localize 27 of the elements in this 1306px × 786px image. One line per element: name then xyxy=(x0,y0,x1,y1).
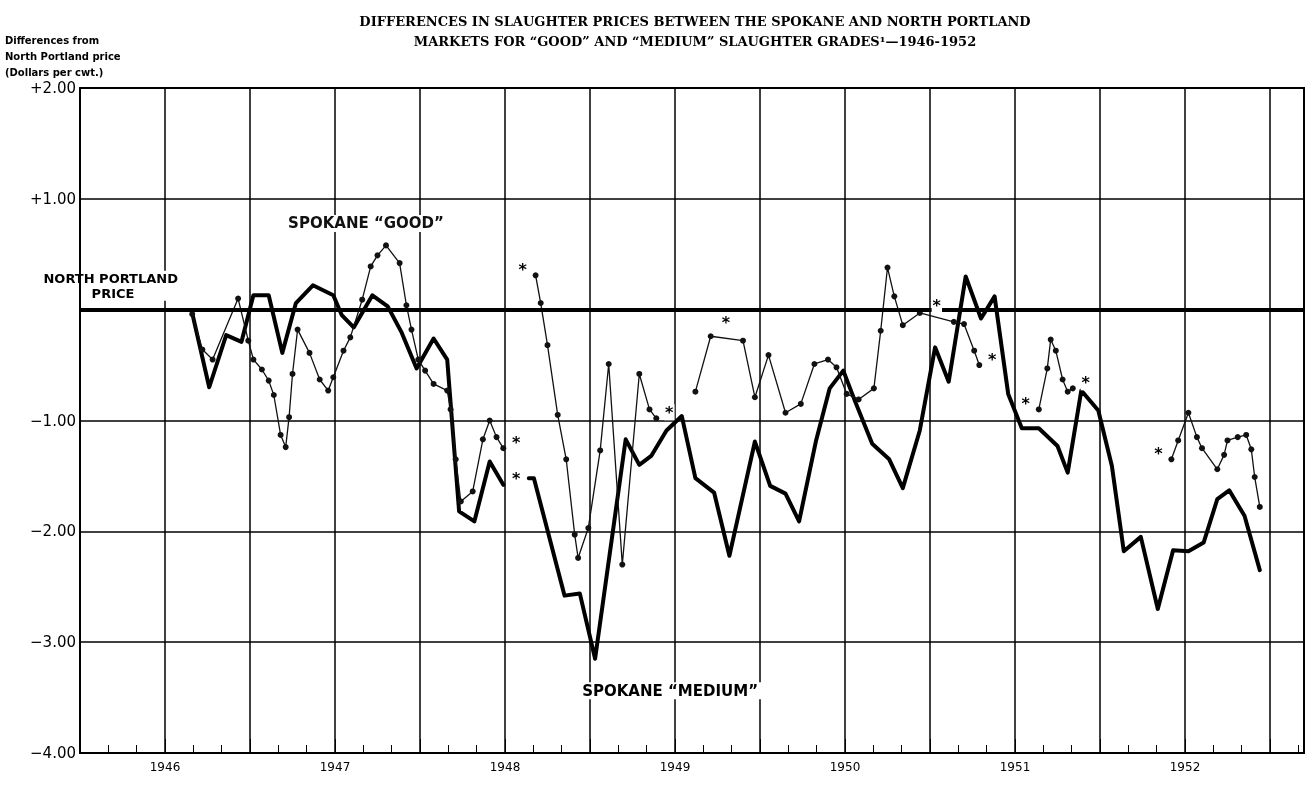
y-axis-title: Differences from North Portland price (Dollars per cwt.) xyxy=(5,34,121,78)
y-tick-label: +2.00 xyxy=(30,79,76,97)
x-tick-label: 1949 xyxy=(659,760,691,774)
series-label: SPOKANE “GOOD” xyxy=(288,214,444,233)
annotation: * xyxy=(988,349,998,369)
annotation: * xyxy=(518,259,528,279)
x-tick-label: 1952 xyxy=(1169,760,1201,774)
x-tick-label: 1946 xyxy=(149,760,181,774)
x-tick-label: 1948 xyxy=(489,760,521,774)
y-tick-label: −3.00 xyxy=(30,633,76,652)
annotation: * xyxy=(665,402,675,422)
x-tick-label: 1947 xyxy=(319,760,351,774)
y-tick-label: −1.00 xyxy=(30,411,76,430)
annotation: * xyxy=(512,469,522,489)
annotation: * xyxy=(721,312,731,332)
annotation: * xyxy=(932,296,942,316)
series-label: SPOKANE “MEDIUM” xyxy=(582,681,759,700)
annotation: * xyxy=(1154,443,1164,463)
x-tick-label: 1951 xyxy=(999,760,1031,774)
annotation: * xyxy=(512,432,522,452)
y-tick-label: +1.00 xyxy=(30,189,76,208)
x-tick-label: 1950 xyxy=(829,760,861,774)
y-tick-label: −4.00 xyxy=(30,744,76,762)
chart-title: DIFFERENCES IN SLAUGHTER PRICES BETWEEN THE SPOKANE AND NORTH PORTLAND MARKETS FOR “GOOD” AND “MEDIUM” SLAUGHTER GRADES¹—1946-1952 xyxy=(359,13,1031,49)
annotation: * xyxy=(1081,372,1091,392)
annotation: * xyxy=(1021,393,1031,413)
y-tick-label: −2.00 xyxy=(30,522,76,541)
